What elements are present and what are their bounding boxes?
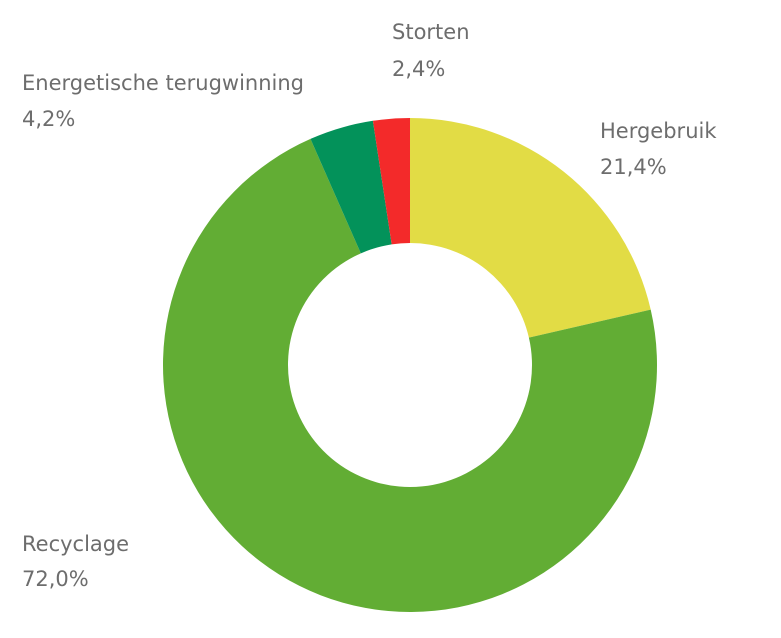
slice-value-label: 2,4%: [392, 57, 445, 81]
donut: [163, 118, 658, 612]
slice: [163, 138, 658, 612]
slice-value-label: 21,4%: [600, 155, 667, 179]
slice: [372, 118, 410, 245]
slice-label: Recyclage: [22, 532, 129, 556]
slice-label: Storten: [392, 20, 470, 44]
slice-value-label: 72,0%: [22, 567, 89, 591]
slice-label: Hergebruik: [600, 119, 717, 143]
slice-label: Energetische terugwinning: [22, 71, 304, 95]
slice-value-label: 4,2%: [22, 107, 75, 131]
slice: [310, 120, 392, 254]
slice: [410, 118, 651, 338]
